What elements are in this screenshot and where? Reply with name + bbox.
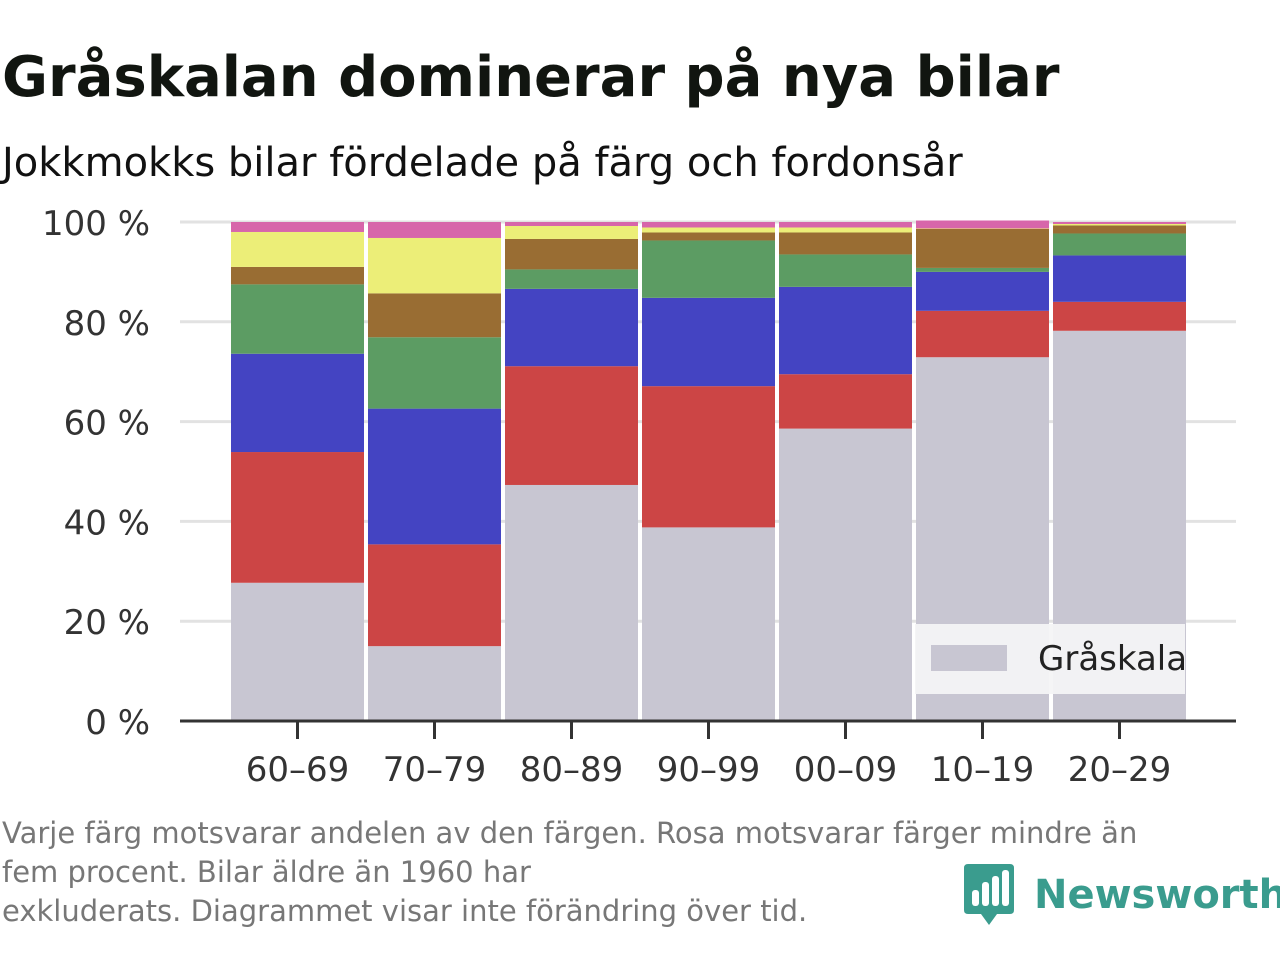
y-tick-label: 20 % xyxy=(64,603,150,643)
bar-segment-color-1-60–69 xyxy=(231,452,364,583)
bar-segment-color-2-00–09 xyxy=(779,286,912,375)
bar-segment-color-6-00–09 xyxy=(779,222,912,228)
bar-segment-color-3-00–09 xyxy=(779,254,912,287)
bar-segment-color-3-60–69 xyxy=(231,284,364,354)
bar-segment-color-4-10–19 xyxy=(916,228,1049,268)
bar-segment-color-1-20–29 xyxy=(1053,301,1186,331)
bar-segment-color-2-90–99 xyxy=(642,297,775,387)
bar-segment-color-5-60–69 xyxy=(231,231,364,267)
bar-segment-color-4-00–09 xyxy=(779,232,912,255)
x-tick-label: 70–79 xyxy=(383,750,487,790)
x-tick-label: 60–69 xyxy=(246,750,350,790)
bar-segment-graskala-90–99 xyxy=(642,527,775,721)
legend: Gråskala xyxy=(915,624,1187,694)
bar-segment-color-2-10–19 xyxy=(916,271,1049,311)
y-tick-label: 80 % xyxy=(64,304,150,344)
y-tick-label: 60 % xyxy=(64,404,150,444)
x-tick-label: 00–09 xyxy=(794,750,898,790)
bar-segment-color-4-70–79 xyxy=(368,293,501,338)
y-tick-label: 100 % xyxy=(42,204,150,244)
newsworthy-chart-icon xyxy=(964,864,1014,925)
bar-segment-color-6-20–29 xyxy=(1053,222,1186,224)
bar-segment-graskala-80–89 xyxy=(505,484,638,721)
bar-segment-color-5-80–89 xyxy=(505,225,638,239)
bar-segment-color-5-70–79 xyxy=(368,237,501,294)
x-tick-label: 10–19 xyxy=(931,750,1035,790)
footnote: Varje färg motsvarar andelen av den färg… xyxy=(2,814,1252,931)
bar-segment-color-1-80–89 xyxy=(505,366,638,485)
bar-segment-color-3-20–29 xyxy=(1053,233,1186,256)
bar-segment-graskala-70–79 xyxy=(368,646,501,721)
brand-name: Newsworthy xyxy=(1034,872,1280,918)
stacked-bar-chart: 0 % 20 % 40 % 60 % 80 % 100 % 60–69 70–79 80–89 9… xyxy=(42,204,1236,790)
bar-segment-color-4-80–89 xyxy=(505,238,638,270)
bar-segment-color-5-00–09 xyxy=(779,227,912,233)
legend-swatch xyxy=(931,645,1007,671)
x-tick-label: 90–99 xyxy=(657,750,761,790)
bar-segment-color-4-90–99 xyxy=(642,232,775,241)
bar-segment-color-3-10–19 xyxy=(916,267,1049,272)
newsworthy-logo: Newsworthy xyxy=(964,862,1280,928)
bar-segment-color-3-70–79 xyxy=(368,337,501,409)
bar-segment-color-6-10–19 xyxy=(916,220,1049,229)
bar-segment-color-1-90–99 xyxy=(642,386,775,528)
bar-segment-graskala-60–69 xyxy=(231,582,364,721)
bar-segment-color-5-90–99 xyxy=(642,227,775,233)
bar-segment-color-6-60–69 xyxy=(231,222,364,232)
footnote-line-2: fem procent. Bilar äldre än 1960 har xyxy=(2,855,531,889)
footnote-line-1: Varje färg motsvarar andelen av den färg… xyxy=(2,816,1138,850)
bar-segment-color-1-70–79 xyxy=(368,544,501,647)
bar-segment-color-6-90–99 xyxy=(642,222,775,228)
chart-title: Gråskalan dominerar på nya bilar xyxy=(2,45,1060,110)
legend-label: Gråskala xyxy=(1038,639,1187,679)
footnote-line-3: exkluderats. Diagrammet visar inte förän… xyxy=(2,894,808,928)
bar-segment-graskala-00–09 xyxy=(779,428,912,721)
bar-segment-color-1-10–19 xyxy=(916,310,1049,358)
y-tick-label: 40 % xyxy=(64,503,150,543)
x-tick-label: 20–29 xyxy=(1068,750,1172,790)
y-tick-label: 0 % xyxy=(85,703,150,743)
bar-segment-color-2-70–79 xyxy=(368,408,501,545)
bar-segment-color-2-20–29 xyxy=(1053,255,1186,302)
bar-segment-color-1-00–09 xyxy=(779,374,912,429)
bar-segment-color-6-70–79 xyxy=(368,222,501,238)
axes: 0 % 20 % 40 % 60 % 80 % 100 % 60–69 70–79 80–89 9… xyxy=(42,204,1236,790)
bar-segment-color-4-20–29 xyxy=(1053,225,1186,234)
bar-segment-color-4-60–69 xyxy=(231,266,364,285)
bar-segment-color-5-20–29 xyxy=(1053,223,1186,226)
bar-segment-color-2-60–69 xyxy=(231,353,364,453)
bar-segment-color-2-80–89 xyxy=(505,288,638,367)
bar-segment-color-3-80–89 xyxy=(505,269,638,289)
bar-segment-color-6-80–89 xyxy=(505,222,638,226)
chart-subtitle: Jokkmokks bilar fördelade på färg och fo… xyxy=(2,140,963,186)
x-tick-label: 80–89 xyxy=(520,750,624,790)
bar-segment-color-3-90–99 xyxy=(642,240,775,298)
